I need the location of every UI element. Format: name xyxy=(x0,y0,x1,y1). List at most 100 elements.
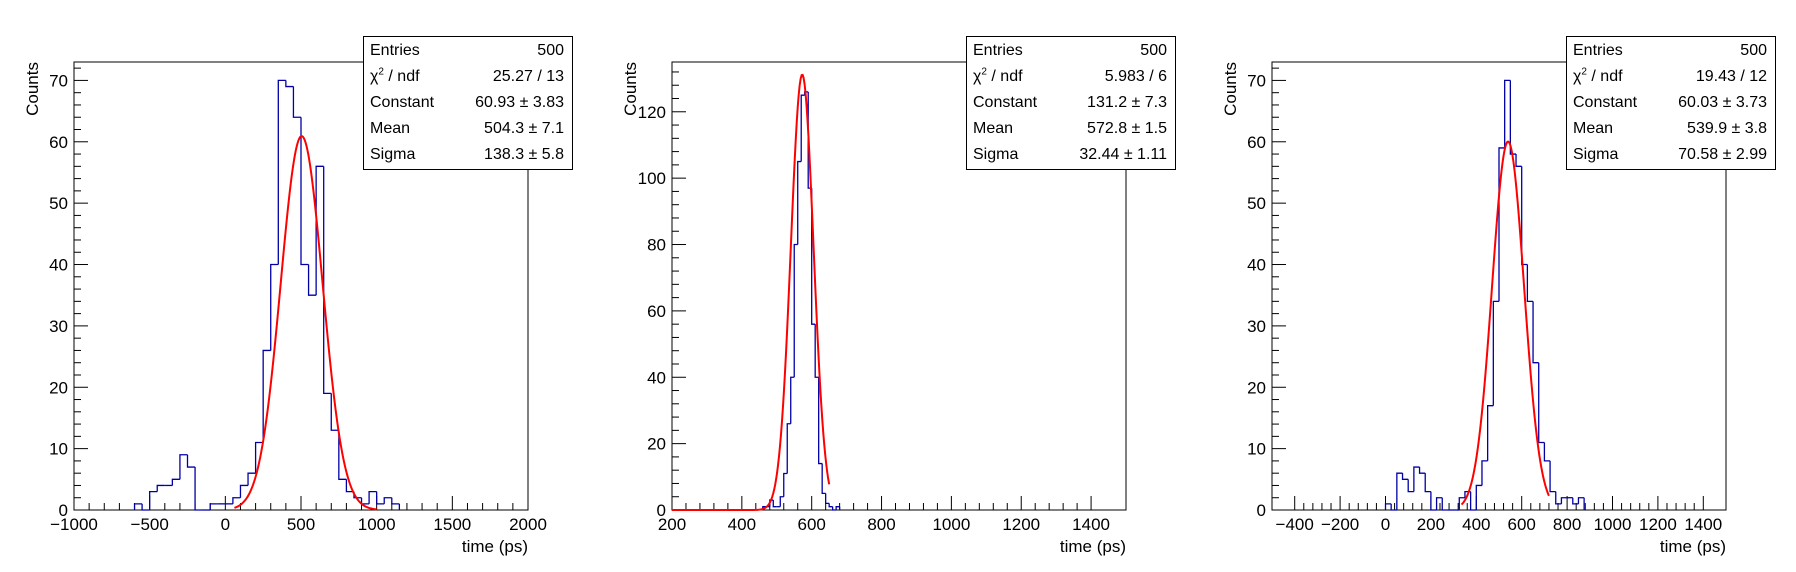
histogram-bin xyxy=(338,430,347,480)
histogram-bin xyxy=(391,497,400,505)
histogram-svg: −400 −200 0 200 400 600 800 1000 1200 1400 0 10 20 30… xyxy=(1221,61,1727,556)
histogram-panel-2: 200 400 600 800 1000 1200 1400 0 20 40 60 80 100 120 t… xyxy=(598,0,1196,572)
stats-label: Mean xyxy=(973,120,1014,137)
x-tick-label: 0 xyxy=(221,515,230,534)
stats-label: Sigma xyxy=(1573,146,1619,163)
x-tick-label: 1200 xyxy=(1639,515,1677,534)
x-tick-label: 1500 xyxy=(433,515,471,534)
histogram-bin xyxy=(1458,497,1465,510)
histogram-bin xyxy=(1538,362,1545,444)
histogram-bin xyxy=(1515,154,1522,167)
histogram-bin xyxy=(330,393,339,431)
y-tick-label: 10 xyxy=(1247,440,1266,459)
stats-row: Sigma 138.3 ± 5.8 xyxy=(364,142,572,168)
histogram-bin xyxy=(360,497,370,505)
y-tick-label: 50 xyxy=(1247,194,1266,213)
histogram-bin xyxy=(814,324,819,378)
histogram-bin xyxy=(1481,460,1488,486)
x-tick-label: −400 xyxy=(1276,515,1314,534)
gaussian-fit-curve xyxy=(234,135,377,511)
histogram-bin xyxy=(292,86,301,118)
stats-label: χ2 / ndf xyxy=(370,66,420,85)
histogram-bin xyxy=(1418,467,1426,474)
histogram-bin xyxy=(186,454,196,468)
stats-row: Entries 500 xyxy=(1567,38,1775,64)
stats-label: Entries xyxy=(370,42,420,59)
histogram-bin xyxy=(1413,466,1420,492)
x-tick-label: 1000 xyxy=(1594,515,1632,534)
stats-value: 500 xyxy=(537,42,564,59)
histogram-bin xyxy=(1396,472,1403,510)
histogram-bin xyxy=(1492,300,1499,406)
y-tick-label: 100 xyxy=(638,169,666,188)
stats-label: Mean xyxy=(370,120,411,137)
stats-label: χ2 / ndf xyxy=(973,66,1023,85)
x-tick-label: 500 xyxy=(287,515,315,534)
y-axis-title: Counts xyxy=(621,62,640,116)
stats-value: 131.2 ± 7.3 xyxy=(1087,94,1167,111)
x-tick-label: 200 xyxy=(658,515,686,534)
x-axis-title: time (ps) xyxy=(462,537,528,556)
histogram-bin xyxy=(247,472,256,486)
y-tick-label: 50 xyxy=(49,194,68,213)
x-tick-label: 600 xyxy=(798,515,826,534)
histogram-bin xyxy=(811,188,816,325)
histogram-bin xyxy=(315,165,324,296)
x-tick-label: 400 xyxy=(728,515,756,534)
y-tick-label: 40 xyxy=(49,256,68,275)
x-tick-label: 0 xyxy=(1381,515,1390,534)
stats-box: Entries 500 χ2 / ndf 5.983 / 6 Constant 131.2… xyxy=(966,36,1176,170)
histogram-bin xyxy=(270,263,279,351)
histogram-bin xyxy=(133,503,143,510)
y-axis-title: Counts xyxy=(23,62,42,116)
histogram-bin xyxy=(831,506,837,511)
x-tick-label: 400 xyxy=(1462,515,1490,534)
stats-label: Constant xyxy=(973,94,1038,111)
stats-value: 32.44 ± 1.11 xyxy=(1079,146,1167,163)
histogram-bin xyxy=(1384,503,1392,510)
stats-value: 572.8 ± 1.5 xyxy=(1087,120,1167,137)
x-tick-label: 1000 xyxy=(932,515,970,534)
y-tick-label: 10 xyxy=(49,440,68,459)
histogram-bin xyxy=(285,80,294,88)
histogram-bin xyxy=(149,490,158,510)
stats-label: Entries xyxy=(1573,42,1623,59)
y-tick-label: 120 xyxy=(638,103,666,122)
stats-value: 19.43 / 12 xyxy=(1695,68,1767,85)
x-tick-label: −1000 xyxy=(50,515,98,534)
stats-label: Constant xyxy=(1573,94,1638,111)
stats-label: Mean xyxy=(1573,120,1614,137)
plot-frame xyxy=(671,61,1127,511)
histogram-bin xyxy=(818,377,823,465)
histogram-svg: −1000 −500 0 500 1000 1500 2000 0 10 20 30 40 50 60 70… xyxy=(23,61,547,556)
histogram-bin xyxy=(779,496,784,507)
stats-label: Constant xyxy=(370,94,435,111)
y-tick-label: 0 xyxy=(657,501,666,520)
histogram-bin xyxy=(825,493,830,505)
gaussian-fit-curve xyxy=(672,73,831,511)
y-tick-label: 60 xyxy=(647,302,666,321)
histogram-bin xyxy=(1509,80,1517,155)
stats-value: 70.58 ± 2.99 xyxy=(1678,146,1767,163)
stats-row: χ2 / ndf 25.27 / 13 xyxy=(364,64,572,90)
x-tick-label: 800 xyxy=(867,515,895,534)
y-tick-label: 0 xyxy=(1257,501,1266,520)
histogram-bin xyxy=(821,463,826,495)
y-tick-label: 20 xyxy=(647,435,666,454)
y-tick-label: 20 xyxy=(49,378,68,397)
x-tick-label: −500 xyxy=(131,515,169,534)
stats-value: 138.3 ± 5.8 xyxy=(484,146,564,163)
histogram-bin xyxy=(323,166,332,395)
histogram-bin xyxy=(171,478,180,486)
y-tick-label: 0 xyxy=(59,501,68,520)
stats-row: χ2 / ndf 5.983 / 6 xyxy=(967,64,1175,90)
y-tick-label: 60 xyxy=(49,133,68,152)
histogram-bin xyxy=(835,506,840,510)
histogram-bin xyxy=(1504,79,1511,148)
histogram-bin xyxy=(1487,405,1494,461)
stats-value: 539.9 ± 3.8 xyxy=(1687,120,1767,137)
y-tick-label: 80 xyxy=(647,236,666,255)
gaussian-fit-curve xyxy=(1460,140,1550,506)
x-axis-title: time (ps) xyxy=(1660,537,1726,556)
histogram-bin xyxy=(1577,497,1585,504)
